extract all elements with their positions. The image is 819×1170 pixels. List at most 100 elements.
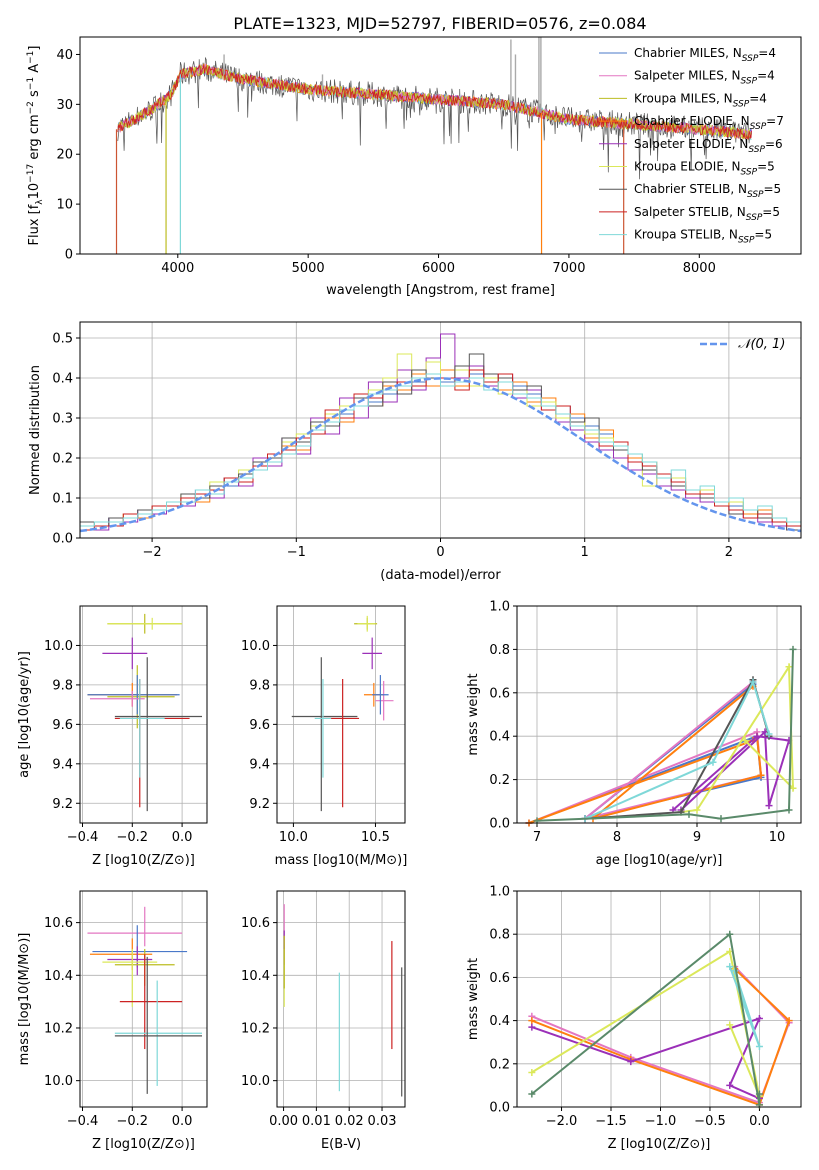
axes-spectrum: 4000 5000 6000 7000 8000 0 10 20 30 40 wavelength … xyxy=(26,36,802,298)
weight-line-kroupa-elodie xyxy=(531,949,761,1097)
legend-entry-part: Salpeter STELIB, N xyxy=(634,205,746,219)
y-axis-label-part: erg cm xyxy=(27,114,42,163)
y-axis-label-part: λ xyxy=(35,199,45,205)
plot-layer: 4000 5000 6000 7000 8000010203040wavelength … xyxy=(17,36,802,1152)
y-tick-label: 9.6 xyxy=(249,718,270,733)
y-tick-label: 0.4 xyxy=(489,730,510,745)
y-axis-label-part: −17 xyxy=(26,164,36,183)
y-axis-label-part: Flux [f xyxy=(27,204,42,245)
y-tick-label: 9.8 xyxy=(249,678,270,693)
weight-line-kroupa-stelib xyxy=(584,679,770,820)
y-axis-label-part: ] xyxy=(27,46,42,51)
y-tick-label: 40 xyxy=(56,48,73,63)
legend-entry: Salpeter STELIB, NSSP=5 xyxy=(634,205,780,223)
x-tick-label: 0.0 xyxy=(172,830,193,845)
legend-entry-part: SSP xyxy=(741,168,758,178)
x-tick-label: −1.5 xyxy=(595,1114,627,1129)
legend-entry: Kroupa ELODIE, NSSP=5 xyxy=(634,160,775,178)
axes-z_age: −0.4 −0.2 0.0 9.2 9.4 9.6 9.8 10.0 Z [log10(Z/Z⊙… xyxy=(17,605,208,868)
weight-marker xyxy=(749,678,757,686)
y-tick-label: 0.5 xyxy=(52,332,73,347)
legend-entry-part: Salpeter ELODIE, N xyxy=(634,137,748,151)
y-tick-label: 10.4 xyxy=(241,969,270,984)
x-tick-label: −0.4 xyxy=(67,1114,99,1129)
legend-entry: Kroupa MILES, NSSP=4 xyxy=(634,91,767,109)
y-tick-label: 9.2 xyxy=(52,797,73,812)
weight-marker xyxy=(726,930,734,938)
x-tick-label: 0.01 xyxy=(302,1114,331,1129)
axes-weight_age: 7 8 9 10 0.0 0.2 0.4 0.6 0.8 1.0 age [log10(age/yr… xyxy=(466,600,802,868)
legend-entry: Chabrier STELIB, NSSP=5 xyxy=(634,182,781,200)
weight-marker xyxy=(528,1017,536,1025)
legend-entry-part: SSP xyxy=(747,190,764,200)
y-tick-label: 9.8 xyxy=(52,678,73,693)
axes-residuals: −2 −1 0 1 2 0.0 0.1 0.2 0.3 0.4 0.5 𝒩(0, 1) (data-mo… xyxy=(28,321,802,583)
x-axis-label: E(B-V) xyxy=(321,1137,361,1152)
weight-line-salpeter-elodie xyxy=(672,729,791,811)
errorbar-group xyxy=(291,615,394,812)
legend-entry-part: SSP xyxy=(741,77,758,87)
weight-line-mixed-fit xyxy=(531,932,761,1105)
y-tick-label: 0.1 xyxy=(52,492,73,507)
y-tick-label: 10.6 xyxy=(241,916,270,931)
x-tick-label: 0 xyxy=(436,545,444,560)
legend-entry-part: SSP xyxy=(750,122,767,132)
normal-curve xyxy=(79,377,802,533)
axes-z_mass: −0.4 −0.2 0.0 10.0 10.2 10.4 10.6 Z [log10(Z/Z⊙… xyxy=(17,890,208,1152)
legend-entry-part: Chabrier STELIB, N xyxy=(634,182,747,196)
legend-entry-part: SSP xyxy=(738,236,755,246)
legend-entry: Chabrier MILES, NSSP=4 xyxy=(634,46,776,64)
y-tick-label: 0.8 xyxy=(489,928,510,943)
y-tick-label: 0 xyxy=(65,248,73,263)
x-tick-label: 0.00 xyxy=(269,1114,298,1129)
y-axis-label: age [log10(age/yr)] xyxy=(17,651,32,778)
weight-marker xyxy=(741,737,749,745)
axes-frame xyxy=(276,605,406,824)
x-tick-label: 0.0 xyxy=(749,1114,770,1129)
y-tick-label: 1.0 xyxy=(489,885,510,900)
x-tick-label: 5000 xyxy=(292,261,325,276)
x-axis-label: mass [log10(M/M⊙)] xyxy=(275,853,408,868)
legend-entry: Kroupa STELIB, NSSP=5 xyxy=(634,228,772,246)
errorbar-group xyxy=(87,613,203,812)
y-axis-label: Normed distribution xyxy=(28,365,43,495)
weight-marker xyxy=(627,1058,635,1066)
weight-line-mixed-fit xyxy=(536,649,794,822)
weight-marker xyxy=(789,784,797,792)
x-tick-label: −0.4 xyxy=(67,830,99,845)
y-tick-label: 0.4 xyxy=(52,372,73,387)
legend-entry-part: Kroupa MILES, N xyxy=(634,91,733,105)
x-tick-label: 4000 xyxy=(161,261,194,276)
errorbar-group xyxy=(283,904,403,1097)
y-tick-label: 9.4 xyxy=(52,757,73,772)
weight-marker xyxy=(528,1068,536,1076)
weight-marker xyxy=(785,806,793,814)
weight-marker xyxy=(726,1081,734,1089)
y-tick-label: 0.0 xyxy=(489,817,510,832)
x-tick-label: 8 xyxy=(613,830,621,845)
y-tick-label: 10.6 xyxy=(44,916,73,931)
errorbar-group xyxy=(87,906,203,1094)
y-tick-label: 10.0 xyxy=(241,639,270,654)
axes-frame xyxy=(79,605,208,824)
legend-entry-part: Chabrier MILES, N xyxy=(634,46,742,60)
y-tick-label: 10.2 xyxy=(44,1021,73,1036)
x-tick-label: −2.0 xyxy=(546,1114,578,1129)
legend-entry-part: =7 xyxy=(766,114,784,128)
y-tick-label: 10 xyxy=(56,198,73,213)
x-tick-label: −2 xyxy=(143,545,162,560)
y-axis-label-part: 10 xyxy=(27,183,42,200)
x-tick-label: 0.03 xyxy=(368,1114,397,1129)
x-axis-label: age [log10(age/yr)] xyxy=(596,853,723,868)
axes-frame xyxy=(79,321,802,539)
y-axis-label: mass weight xyxy=(466,958,481,1040)
y-axis-label: mass weight xyxy=(466,673,481,755)
x-tick-label: 7000 xyxy=(552,261,585,276)
y-tick-label: 0.2 xyxy=(489,773,510,788)
x-tick-label: 9 xyxy=(693,830,701,845)
y-axis-label-part: −1 xyxy=(26,51,36,64)
y-tick-label: 10.0 xyxy=(44,1074,73,1089)
weight-marker xyxy=(717,815,725,823)
legend-entry-part: =4 xyxy=(749,91,767,105)
y-tick-label: 0.6 xyxy=(489,971,510,986)
